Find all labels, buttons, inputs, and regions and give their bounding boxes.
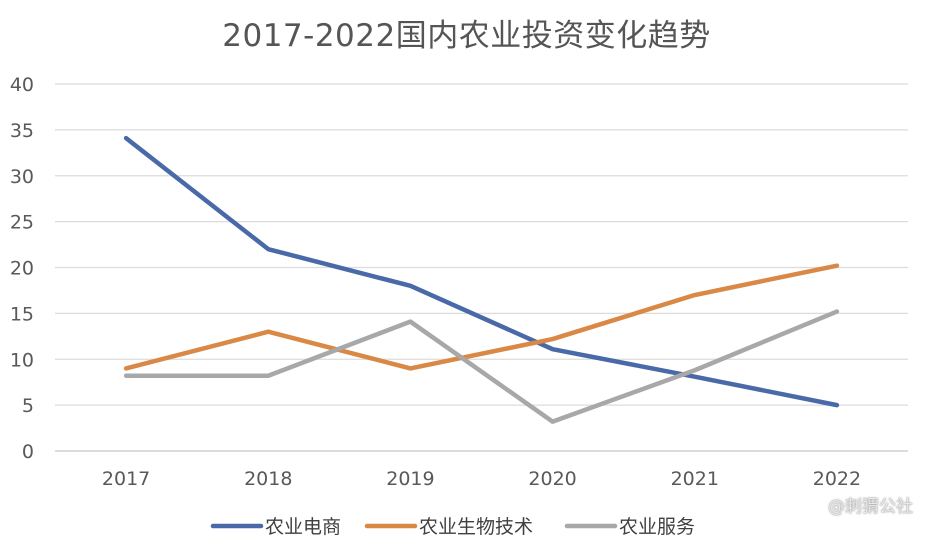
x-tick-label: 2020 (528, 468, 576, 490)
legend-label: 农业生物技术 (419, 516, 533, 538)
x-tick-label: 2019 (386, 468, 434, 490)
y-tick-label: 20 (10, 258, 34, 280)
chart-title: 2017-2022国内农业投资变化趋势 (222, 18, 711, 54)
y-tick-label: 30 (10, 166, 34, 188)
series-line-3 (123, 309, 840, 424)
y-tick-label: 15 (10, 303, 34, 325)
x-tick-label: 2022 (813, 468, 861, 490)
y-tick-label: 5 (22, 395, 34, 417)
legend: 农业电商 农业生物技术 农业服务 (210, 516, 695, 538)
gridlines (55, 83, 908, 452)
x-tick-label: 2017 (102, 468, 150, 490)
y-axis-ticks: 0 5 10 15 20 25 30 35 40 (10, 74, 34, 463)
x-axis-ticks: 2017 2018 2019 2020 2021 2022 (102, 468, 861, 490)
series-line-1 (123, 135, 840, 408)
series-line-2 (123, 263, 840, 371)
x-tick-label: 2018 (244, 468, 292, 490)
y-tick-label: 40 (10, 74, 34, 96)
watermark-text: @刺猬公社 (828, 497, 913, 517)
y-tick-label: 10 (10, 349, 34, 371)
y-tick-label: 25 (10, 212, 34, 234)
y-tick-label: 0 (22, 441, 34, 463)
y-tick-label: 35 (10, 120, 34, 142)
x-tick-label: 2021 (671, 468, 719, 490)
legend-label: 农业电商 (265, 516, 341, 538)
series-lines (123, 135, 840, 424)
legend-label: 农业服务 (619, 516, 695, 538)
